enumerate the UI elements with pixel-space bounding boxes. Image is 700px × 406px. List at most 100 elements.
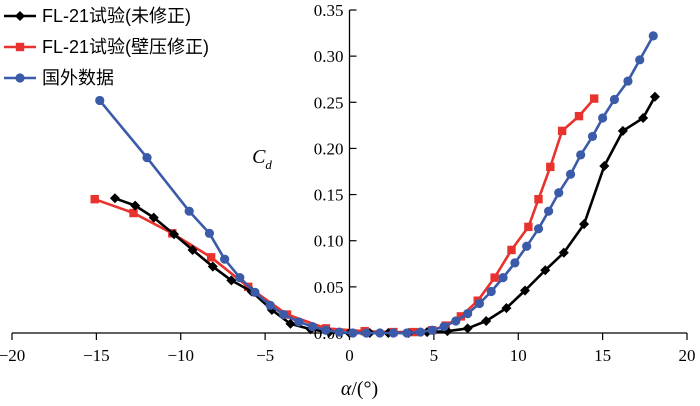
series-3-point (463, 309, 473, 319)
series-2-point (490, 273, 499, 282)
series-1-point (579, 219, 590, 230)
series-3-point (279, 309, 289, 320)
legend-label: 国外数据 (42, 68, 114, 88)
series-3-point (321, 325, 331, 335)
x-tick-label: 20 (679, 346, 696, 365)
series-3-point (427, 325, 437, 335)
series-1-point (540, 265, 551, 276)
series-1-point (462, 323, 473, 334)
x-tick-label: −10 (167, 346, 194, 365)
series-2-point (546, 162, 555, 172)
series-3-point (250, 287, 260, 297)
series-layer (90, 31, 660, 339)
y-tick-label: 0.25 (314, 93, 344, 112)
series-2-point (574, 111, 584, 121)
series-2-point (557, 126, 567, 136)
legend-item-3: 国外数据 (4, 68, 114, 88)
series-1-point (519, 285, 531, 296)
series-1-point (617, 125, 628, 136)
axis-titles: α/(°) Cd (252, 146, 378, 400)
legend-swatch-marker (14, 10, 26, 22)
series-3 (95, 31, 658, 338)
y-axis-title: Cd (252, 146, 272, 172)
series-2-point (90, 194, 99, 204)
x-tick-label: 0 (345, 346, 354, 365)
x-tick-label: −5 (256, 346, 274, 365)
legend-item-1: FL-21试验(未修正) (4, 6, 191, 26)
series-3-point (648, 31, 658, 41)
legend-item-2: FL-21试验(壁压修正) (4, 37, 209, 57)
series-1-point (109, 193, 120, 204)
series-3-point (439, 321, 449, 332)
series-1-point (481, 315, 492, 327)
series-1-point (501, 303, 512, 314)
x-tick-label: 15 (594, 346, 611, 365)
series-3-point (451, 316, 461, 326)
series-2-point (206, 253, 216, 262)
series-3-point (533, 224, 544, 234)
series-3-point (544, 206, 554, 216)
legend-swatch-marker (15, 42, 25, 52)
series-3-point (576, 150, 586, 160)
x-tick-label: −20 (0, 346, 25, 365)
series-1-point (649, 91, 660, 102)
series-3-point (184, 206, 194, 216)
y-tick-label: 0.35 (314, 1, 344, 20)
series-2-point (534, 194, 543, 204)
series-3-point (265, 300, 275, 310)
series-2 (90, 94, 599, 337)
legend-label: FL-21试验(壁压修正) (42, 37, 209, 57)
series-3-point (635, 55, 645, 65)
legend-label: FL-21试验(未修正) (42, 6, 191, 26)
y-tick-label: 0.30 (314, 47, 344, 66)
x-tick-label: 5 (430, 346, 439, 365)
series-1-point (187, 244, 198, 255)
series-3-point (294, 317, 304, 327)
series-3-point (565, 169, 576, 179)
series-3-point (388, 328, 398, 338)
y-tick-label: 0.10 (314, 232, 344, 251)
series-1-point (558, 247, 569, 258)
y-axis-subscript: d (265, 157, 272, 172)
series-3-point (375, 328, 385, 338)
series-3-point (554, 188, 564, 198)
series-2-point (129, 208, 138, 218)
series-3-point (204, 228, 215, 238)
series-3-point (474, 298, 485, 309)
series-3-point (587, 131, 598, 142)
series-1-point (148, 212, 159, 223)
series-2-point (589, 94, 599, 103)
series-3-point (522, 241, 532, 251)
series-3-point (402, 328, 412, 338)
series-1-point (285, 318, 296, 329)
series-1-point (168, 229, 180, 240)
series-1-point (130, 200, 141, 211)
y-tick-label: 0.20 (314, 139, 344, 158)
series-3-point (334, 327, 344, 337)
series-1-point (599, 160, 610, 171)
series-3-point (220, 254, 230, 264)
series-1-point (226, 275, 237, 286)
legend: FL-21试验(未修正) FL-21试验(壁压修正) 国外数据 (4, 6, 209, 88)
series-1-point (638, 112, 649, 123)
y-tick-label: 0.05 (314, 278, 344, 297)
x-tick-label: −15 (83, 346, 110, 365)
series-3-point (415, 327, 425, 337)
x-axis-title: α/(°) (341, 378, 378, 400)
series-3-point (598, 113, 608, 123)
legend-swatch-marker (15, 73, 25, 83)
series-1-line (114, 96, 657, 335)
series-3-point (361, 328, 371, 338)
y-tick-label: 0.15 (314, 186, 344, 205)
series-1-point (207, 261, 218, 272)
series-3-point (235, 273, 245, 283)
series-3-point (307, 321, 317, 332)
series-3-point (498, 273, 508, 283)
series-3-point (510, 258, 520, 268)
x-axis-unit: /(°) (351, 378, 378, 400)
series-3-point (623, 76, 633, 86)
series-2-point (507, 245, 516, 255)
y-axis-main: C (252, 146, 266, 168)
